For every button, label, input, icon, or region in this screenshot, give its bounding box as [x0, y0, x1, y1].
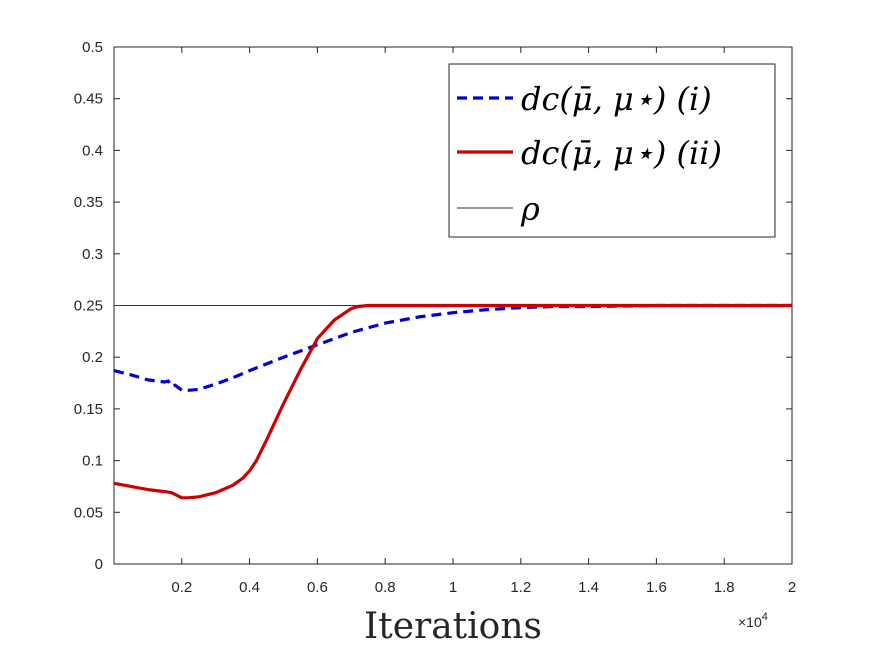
x-tick-label: 1.6: [646, 579, 667, 596]
y-axis: 0 0.05 0.1 0.15 0.2 0.25 0.3 0.35 0.4 0.45 0.5: [74, 39, 792, 573]
y-tick-label: 0.2: [82, 349, 103, 366]
x-axis: 0.2 0.4 0.6 0.8 1 1.2 1.4 1.6 1.8 2: [171, 47, 796, 596]
legend-label-series-i: dc(μ̄, μ⋆) (i): [521, 80, 712, 118]
x-tick-label: 0.4: [239, 579, 260, 596]
y-tick-label: 0.5: [82, 39, 103, 56]
legend-label-rho: ρ: [520, 190, 540, 228]
series-ii-line: [113, 303, 792, 500]
y-tick-label: 0.35: [74, 194, 103, 211]
legend-label-series-ii: dc(μ̄, μ⋆) (ii): [521, 134, 722, 172]
x-tick-label: 1.2: [510, 579, 531, 596]
x-tick-label: 2: [788, 579, 796, 596]
y-tick-label: 0.3: [82, 246, 103, 263]
y-tick-label: 0: [95, 556, 103, 573]
x-tick-label: 0.2: [171, 579, 192, 596]
x-tick-label: 0.8: [375, 579, 396, 596]
y-tick-label: 0.05: [74, 504, 103, 521]
legend: dc(μ̄, μ⋆) (i) dc(μ̄, μ⋆) (ii) ρ: [448, 63, 776, 238]
x-axis-multiplier-exponent: 4: [762, 611, 768, 623]
y-tick-label: 0.1: [82, 453, 103, 470]
x-tick-label: 0.6: [307, 579, 328, 596]
x-tick-label: 1.4: [578, 579, 599, 596]
x-axis-label: Iterations: [364, 606, 542, 647]
y-tick-label: 0.15: [74, 401, 103, 418]
x-axis-multiplier: ×104: [738, 611, 768, 630]
y-tick-label: 0.4: [82, 142, 103, 159]
y-tick-label: 0.45: [74, 91, 103, 108]
series-lines: [113, 303, 792, 500]
y-tick-label: 0.25: [74, 298, 103, 315]
x-tick-label: 1.8: [714, 579, 735, 596]
x-axis-multiplier-base: ×10: [738, 614, 762, 630]
x-tick-label: 1: [449, 579, 457, 596]
